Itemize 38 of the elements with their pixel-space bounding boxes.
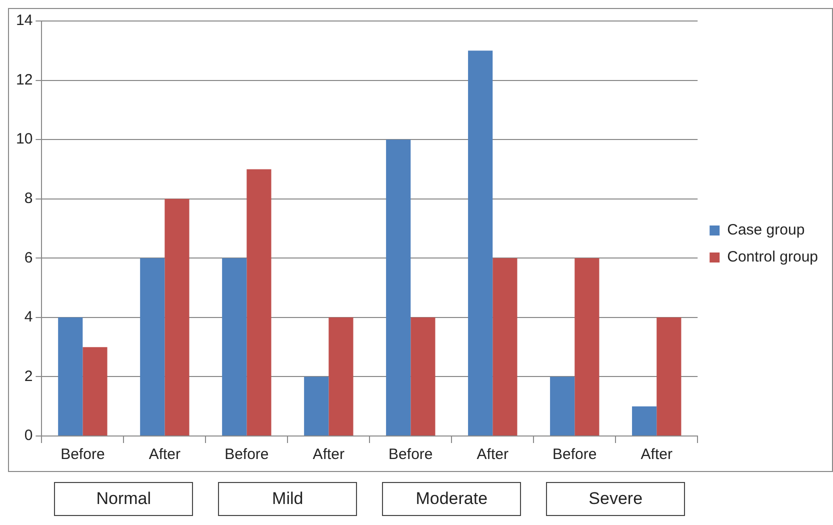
y-tick-label: 4 [24,308,33,326]
y-tick-label: 8 [24,190,33,207]
x-tick-label: Before [388,446,433,464]
y-tick-label: 12 [16,71,33,88]
bar [468,50,493,436]
bar [492,258,518,436]
x-tick-label: After [476,446,508,464]
y-tick-label: 0 [24,427,33,444]
x-tick-label: Before [60,446,105,464]
bar [140,258,165,436]
bar [304,376,329,436]
bar [58,317,83,436]
y-tick-label: 2 [24,368,33,385]
x-tick-label: After [312,446,344,464]
bar [550,376,575,436]
text: Normal [54,482,194,516]
bar [410,317,436,436]
text: Moderate [382,482,522,516]
bar [246,169,272,436]
bar [222,258,247,436]
text: Severe [546,482,686,516]
y-tick-label: 10 [16,130,33,148]
legend-label: Case group [727,222,805,239]
x-tick-label: Before [552,446,597,464]
bar [164,198,190,436]
bar [632,406,657,436]
bar [82,347,108,436]
y-tick-label: 14 [16,12,33,30]
text: Mild [218,482,358,516]
x-tick-label: Before [224,446,269,464]
bar [656,317,682,436]
x-tick-label: After [640,446,672,464]
legend-label: Control group [727,248,818,266]
bar [328,317,354,436]
y-tick-label: 6 [24,249,33,266]
bar [386,140,411,436]
bar [574,258,600,436]
x-tick-label: After [148,446,181,464]
